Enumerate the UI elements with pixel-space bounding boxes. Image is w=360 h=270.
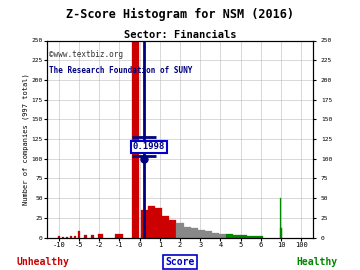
Text: Score: Score	[165, 257, 195, 267]
Bar	[85, 235, 87, 238]
Bar	[74, 236, 76, 238]
Text: Unhealthy: Unhealthy	[17, 257, 69, 267]
Bar	[58, 237, 59, 238]
Bar	[141, 210, 148, 238]
Bar	[212, 233, 219, 238]
Bar	[66, 237, 68, 238]
Bar	[247, 236, 254, 238]
Bar	[176, 223, 184, 238]
Y-axis label: Number of companies (997 total): Number of companies (997 total)	[22, 73, 28, 205]
Bar	[184, 227, 190, 238]
Bar	[280, 228, 282, 238]
Bar	[70, 236, 72, 238]
Bar	[226, 234, 233, 238]
Text: 0.1998: 0.1998	[132, 143, 165, 151]
Bar	[198, 230, 205, 238]
Bar	[170, 220, 176, 238]
Bar	[190, 228, 198, 238]
Bar	[62, 237, 64, 238]
Bar	[116, 234, 123, 238]
Bar	[162, 215, 170, 238]
Text: Z-Score Histogram for NSM (2016): Z-Score Histogram for NSM (2016)	[66, 8, 294, 21]
Bar	[233, 235, 240, 238]
Bar	[219, 234, 226, 238]
Bar	[91, 235, 94, 238]
Bar	[98, 234, 103, 238]
Bar	[280, 198, 281, 238]
Text: ©www.textbiz.org: ©www.textbiz.org	[49, 50, 123, 59]
Bar	[78, 231, 80, 238]
Bar	[148, 206, 155, 238]
Bar	[58, 236, 59, 238]
Text: The Research Foundation of SUNY: The Research Foundation of SUNY	[49, 66, 193, 75]
Bar	[254, 236, 261, 238]
Bar	[205, 231, 212, 238]
Bar	[281, 228, 282, 238]
Bar	[155, 208, 162, 238]
Bar	[59, 236, 60, 238]
Text: Healthy: Healthy	[296, 257, 337, 267]
Bar	[240, 235, 247, 238]
Bar	[261, 236, 262, 238]
Text: Sector: Financials: Sector: Financials	[124, 30, 236, 40]
Bar	[132, 40, 139, 238]
